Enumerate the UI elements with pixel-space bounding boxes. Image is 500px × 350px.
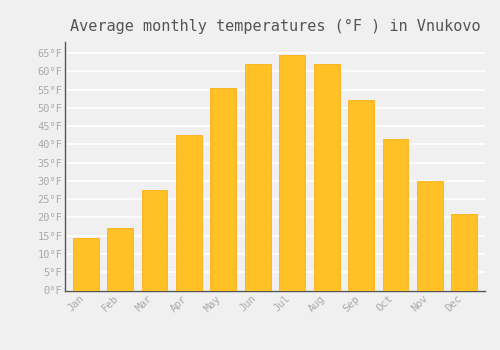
Bar: [142, 190, 168, 290]
Bar: [210, 88, 236, 290]
Bar: [452, 214, 477, 290]
Bar: [382, 139, 408, 290]
Bar: [314, 64, 340, 290]
Bar: [245, 64, 270, 290]
Bar: [72, 238, 99, 290]
Bar: [176, 135, 202, 290]
Bar: [417, 181, 443, 290]
Bar: [280, 55, 305, 290]
Title: Average monthly temperatures (°F ) in Vnukovo: Average monthly temperatures (°F ) in Vn…: [70, 19, 480, 34]
Bar: [107, 228, 133, 290]
Bar: [348, 100, 374, 290]
